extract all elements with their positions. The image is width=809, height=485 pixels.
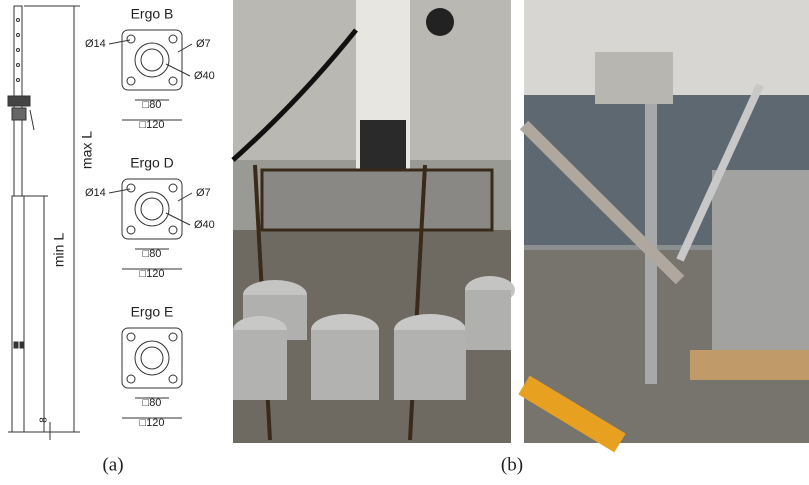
plate-ring	[141, 347, 163, 369]
caption: (a)	[102, 454, 123, 475]
plate-hole	[127, 333, 135, 341]
plate-ring	[141, 198, 163, 220]
dimension-label: min L	[51, 233, 67, 267]
leader-line	[166, 213, 190, 225]
prop-drawing	[8, 6, 80, 440]
plate-ring	[135, 43, 169, 77]
figure: max L min L 8 (a) (b) Ergo B □80 □120 Ø14 Ø7…	[0, 0, 809, 480]
plate-hole	[127, 226, 135, 234]
dimension-label: 8	[39, 417, 50, 423]
plate-hole	[169, 77, 177, 85]
leader-line	[109, 40, 130, 44]
plate-title: Ergo E	[131, 304, 174, 320]
dimension-label: Ø7	[196, 38, 211, 50]
plate-outline	[122, 30, 182, 90]
plate-hole	[169, 333, 177, 341]
plate-outline	[122, 328, 182, 388]
photo-test-setup	[233, 0, 515, 443]
dimension-label: Ø14	[85, 187, 106, 199]
dimension-label: Ø14	[85, 38, 106, 50]
size-label: □120	[140, 119, 165, 131]
plate-hole	[127, 35, 135, 43]
dimension-label: Ø40	[194, 219, 215, 231]
dimension-label: Ø40	[194, 70, 215, 82]
plate-hole	[169, 184, 177, 192]
dimension-label: max L	[79, 131, 95, 169]
dimension-label: Ø7	[196, 187, 211, 199]
size-label: □80	[143, 248, 162, 260]
leader-line	[109, 189, 130, 193]
plate-hole	[169, 226, 177, 234]
plate-ring	[135, 192, 169, 226]
leader-line	[178, 193, 192, 201]
plate-hole	[127, 184, 135, 192]
size-label: □80	[143, 99, 162, 111]
plate-hole	[169, 35, 177, 43]
plate-ring	[141, 49, 163, 71]
plate-title: Ergo D	[130, 155, 174, 171]
photo-prop-in-situ	[524, 0, 809, 443]
plate-hole	[127, 375, 135, 383]
size-label: □120	[140, 268, 165, 280]
plate-hole	[169, 375, 177, 383]
leader-line	[178, 44, 192, 52]
leader-line	[166, 64, 190, 76]
size-label: □80	[143, 397, 162, 409]
plate-ring	[135, 341, 169, 375]
plate-title: Ergo B	[131, 6, 174, 22]
plate-outline	[122, 179, 182, 239]
plate-hole	[127, 77, 135, 85]
size-label: □120	[140, 417, 165, 429]
caption: (b)	[501, 454, 523, 475]
